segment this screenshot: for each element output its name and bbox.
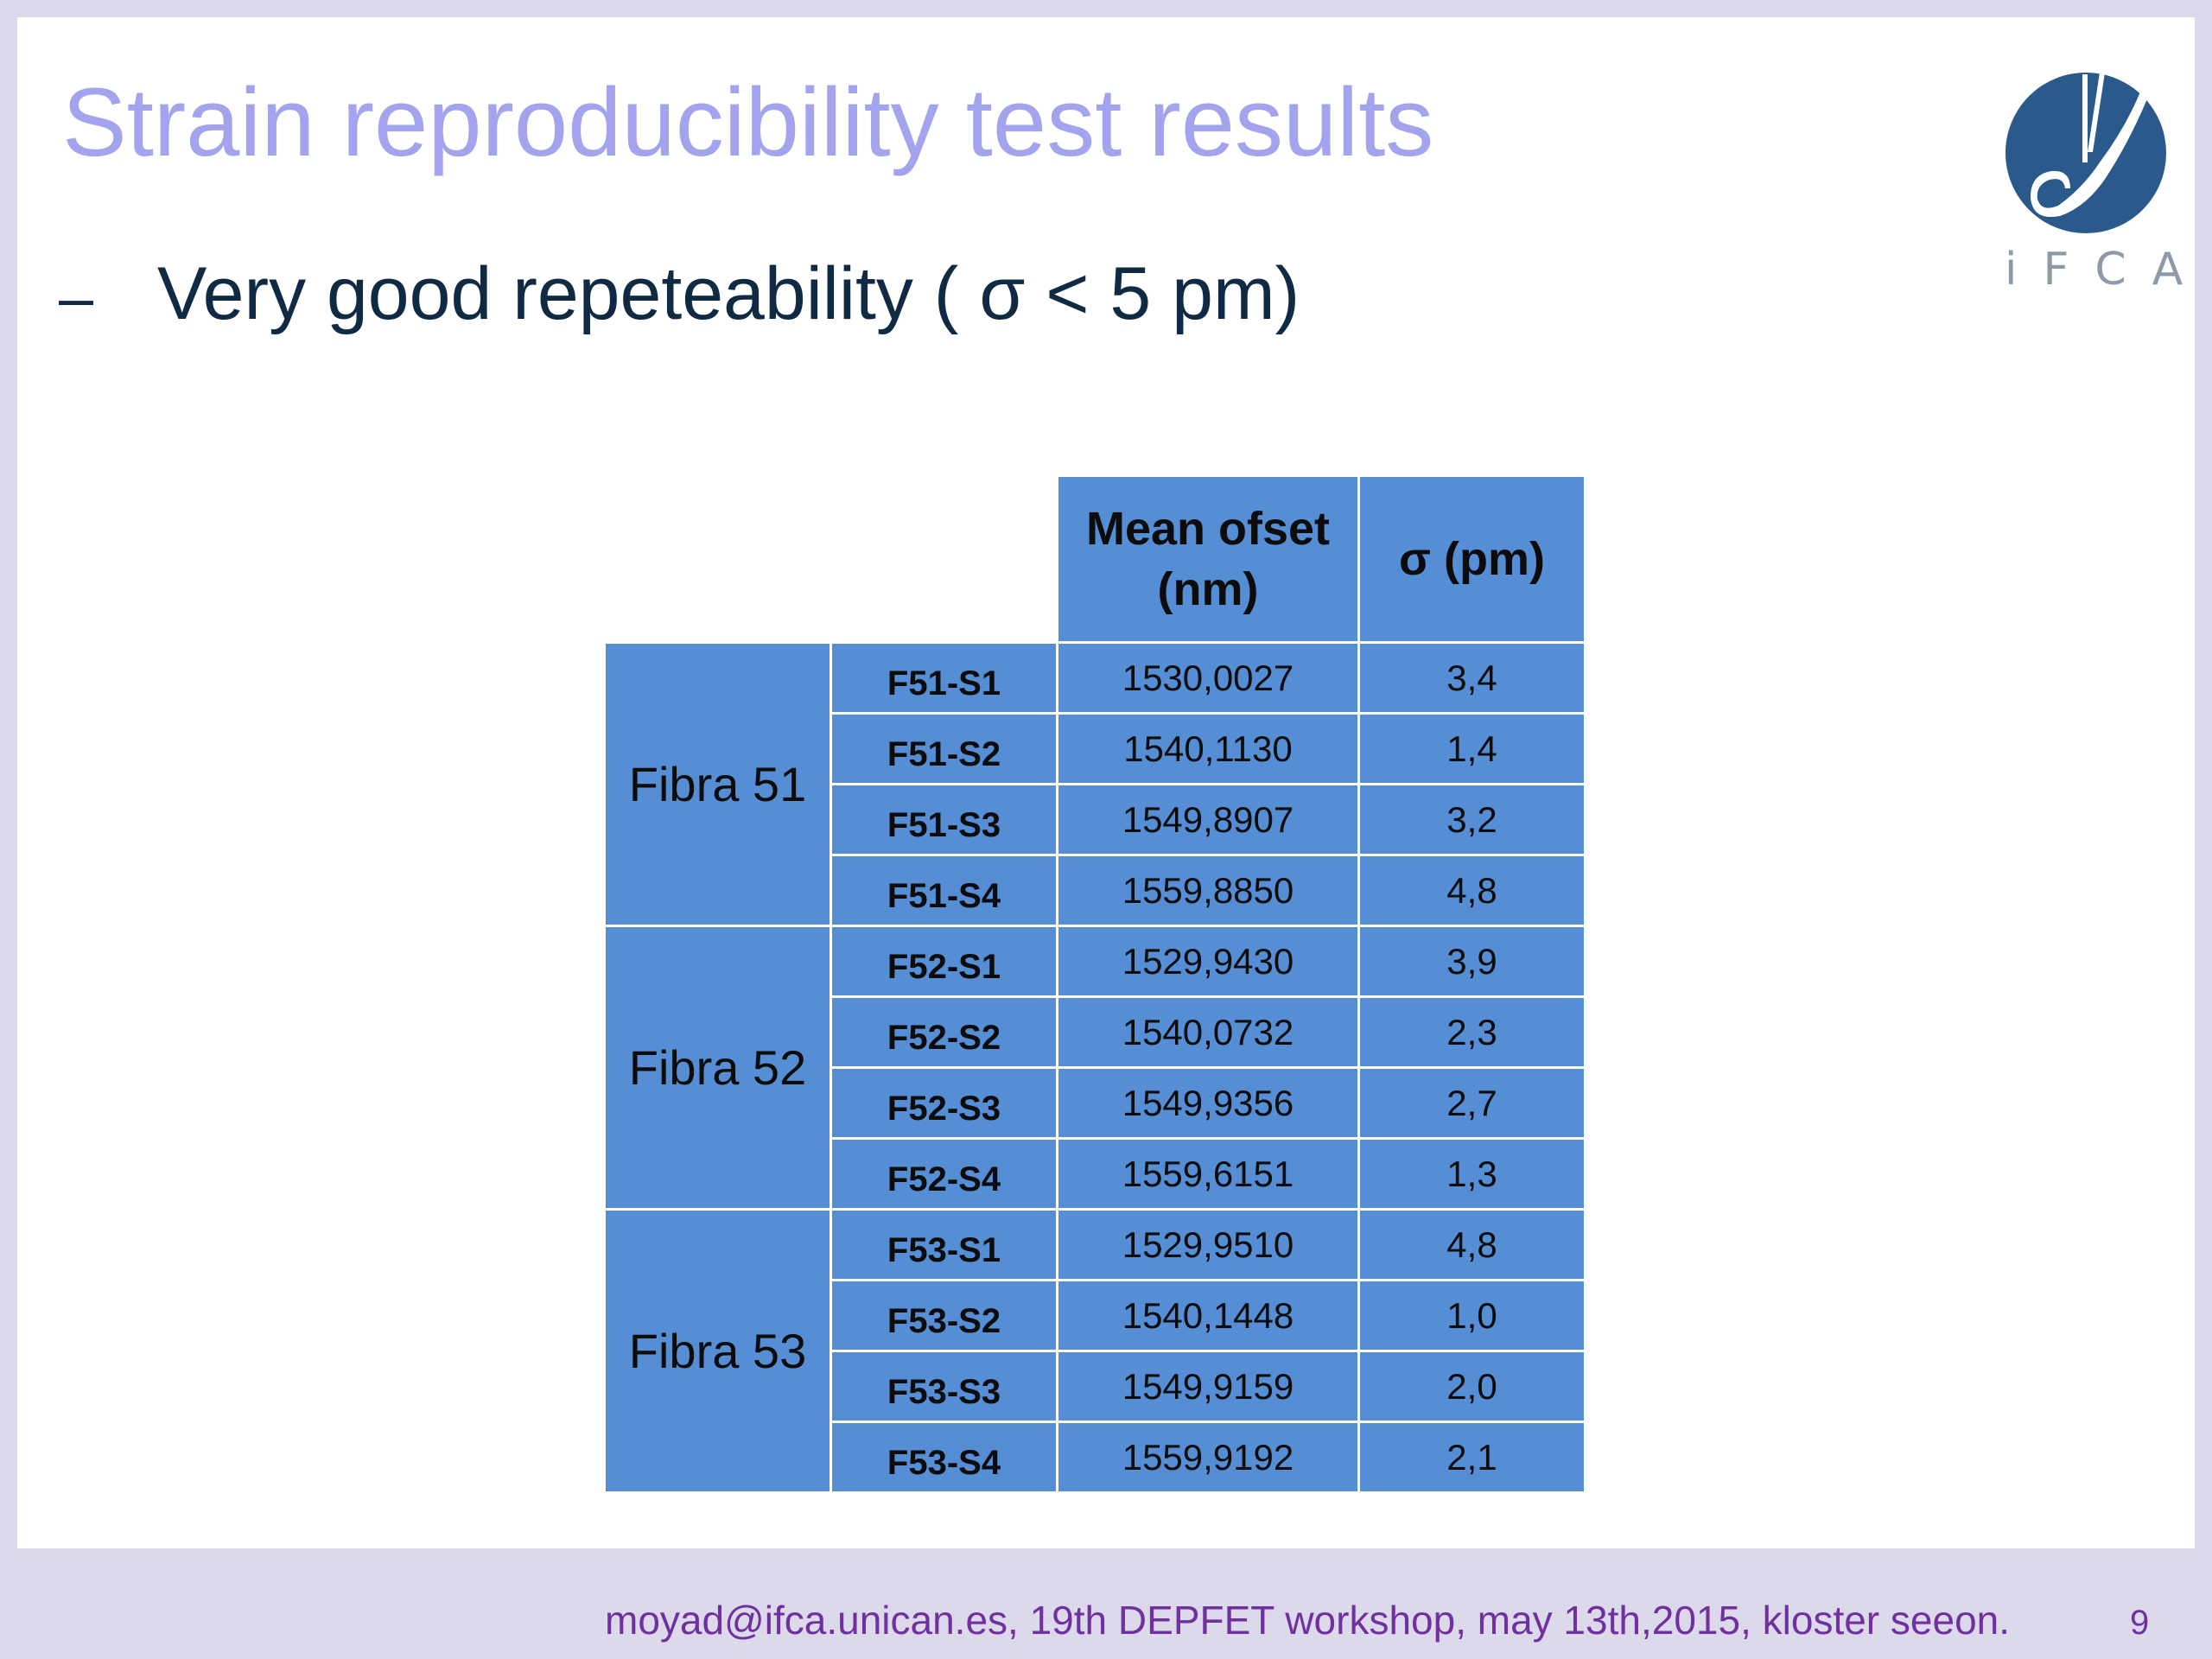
sigma-value: 2,3 xyxy=(1446,1011,1497,1052)
group-label: Fibra 52 xyxy=(628,1040,807,1095)
mean-offset-value: 1540,0732 xyxy=(1122,1011,1294,1052)
sensor-id-cell: F51-S4 xyxy=(832,856,1056,925)
sigma-value-cell: 4,8 xyxy=(1360,856,1584,925)
mean-offset-value: 1549,9159 xyxy=(1122,1365,1294,1407)
bullet-point: – Very good repeteability ( σ < 5 pm) xyxy=(59,244,1300,348)
mean-offset-value: 1559,9192 xyxy=(1122,1436,1294,1478)
mean-offset-value-cell: 1549,9356 xyxy=(1058,1069,1357,1137)
sensor-id: F52-S2 xyxy=(887,1019,1001,1057)
sigma-value: 3,4 xyxy=(1446,657,1497,698)
sensor-id-cell: F53-S1 xyxy=(832,1211,1056,1279)
bullet-dash: – xyxy=(59,264,94,333)
sensor-id-cell: F52-S1 xyxy=(832,927,1056,995)
header-mean-offset-text: Mean ofset (nm) xyxy=(1085,503,1331,615)
sigma-value-cell: 1,4 xyxy=(1360,715,1584,783)
results-table: Mean ofset (nm) σ (pm) Fibra 51 F51-S1 153… xyxy=(606,477,1584,1510)
sensor-id: F51-S1 xyxy=(887,664,1001,702)
sensor-id-cell: F52-S2 xyxy=(832,998,1056,1066)
group-label: Fibra 51 xyxy=(628,757,807,811)
page-number: 9 xyxy=(2130,1604,2150,1642)
sigma-value: 2,0 xyxy=(1446,1365,1497,1407)
mean-offset-value: 1559,6151 xyxy=(1122,1153,1294,1194)
sigma-value-cell: 3,4 xyxy=(1360,644,1584,712)
bullet-text: Very good repeteability ( σ < 5 pm) xyxy=(157,252,1300,335)
header-mean-offset: Mean ofset (nm) xyxy=(1058,477,1357,641)
sigma-value: 1,4 xyxy=(1446,728,1497,769)
sigma-value-cell: 4,8 xyxy=(1360,1211,1584,1279)
sigma-value-cell: 2,0 xyxy=(1360,1352,1584,1421)
mean-offset-value-cell: 1540,0732 xyxy=(1058,998,1357,1066)
mean-offset-value-cell: 1549,8907 xyxy=(1058,785,1357,854)
sensor-id: F52-S1 xyxy=(887,948,1001,986)
sigma-value-cell: 2,3 xyxy=(1360,998,1584,1066)
sensor-id-cell: F53-S3 xyxy=(832,1352,1056,1421)
sigma-value: 4,8 xyxy=(1446,1224,1497,1265)
sigma-value: 2,1 xyxy=(1446,1436,1497,1478)
sensor-id: F53-S1 xyxy=(887,1231,1001,1269)
header-sigma: σ (pm) xyxy=(1360,477,1584,641)
sigma-value: 3,2 xyxy=(1446,798,1497,840)
sigma-value-cell: 2,7 xyxy=(1360,1069,1584,1137)
sigma-value-cell: 2,1 xyxy=(1360,1423,1584,1491)
sigma-value: 1,0 xyxy=(1446,1294,1497,1336)
sensor-id-cell: F53-S4 xyxy=(832,1423,1056,1491)
header-sigma-text: σ (pm) xyxy=(1399,533,1545,585)
slide: Strain reproducibility test results – Ver… xyxy=(17,17,2195,1643)
mean-offset-value: 1529,9510 xyxy=(1122,1224,1294,1265)
mean-offset-value-cell: 1559,6151 xyxy=(1058,1140,1357,1208)
sigma-value-cell: 3,2 xyxy=(1360,785,1584,854)
group-label-cell: Fibra 52 xyxy=(606,927,830,1208)
sensor-id-cell: F52-S4 xyxy=(832,1140,1056,1208)
sigma-value: 3,9 xyxy=(1446,940,1497,982)
sensor-id: F52-S4 xyxy=(887,1160,1001,1198)
sensor-id-cell: F53-S2 xyxy=(832,1281,1056,1350)
mean-offset-value: 1549,8907 xyxy=(1122,798,1294,840)
sensor-id-cell: F52-S3 xyxy=(832,1069,1056,1137)
sigma-value: 1,3 xyxy=(1446,1153,1497,1194)
mean-offset-value-cell: 1540,1130 xyxy=(1058,715,1357,783)
mean-offset-value-cell: 1530,0027 xyxy=(1058,644,1357,712)
mean-offset-value: 1530,0027 xyxy=(1122,657,1294,698)
mean-offset-value: 1529,9430 xyxy=(1122,940,1294,982)
mean-offset-value-cell: 1540,1448 xyxy=(1058,1281,1357,1350)
mean-offset-value: 1559,8850 xyxy=(1122,869,1294,911)
sigma-value: 2,7 xyxy=(1446,1082,1497,1123)
sensor-id: F53-S2 xyxy=(887,1302,1001,1340)
slide-title: Strain reproducibility test results xyxy=(62,68,1434,176)
sensor-id-cell: F51-S1 xyxy=(832,644,1056,712)
sensor-id: F53-S3 xyxy=(887,1373,1001,1411)
mean-offset-value: 1549,9356 xyxy=(1122,1082,1294,1123)
footer-text: moyad@ifca.unican.es, 19th DEPFET worksh… xyxy=(605,1598,2011,1643)
mean-offset-value-cell: 1559,9192 xyxy=(1058,1423,1357,1491)
mean-offset-value: 1540,1448 xyxy=(1122,1294,1294,1336)
sigma-value-cell: 1,3 xyxy=(1360,1140,1584,1208)
group-label-cell: Fibra 51 xyxy=(606,644,830,925)
mean-offset-value-cell: 1549,9159 xyxy=(1058,1352,1357,1421)
sensor-id: F51-S2 xyxy=(887,735,1001,773)
ifca-logo-icon xyxy=(2005,73,2166,233)
mean-offset-value-cell: 1529,9510 xyxy=(1058,1211,1357,1279)
sensor-id: F52-S3 xyxy=(887,1090,1001,1128)
sigma-value-cell: 1,0 xyxy=(1360,1281,1584,1350)
sensor-id-cell: F51-S2 xyxy=(832,715,1056,783)
group-label-cell: Fibra 53 xyxy=(606,1211,830,1491)
sensor-id: F51-S3 xyxy=(887,806,1001,844)
mean-offset-value-cell: 1529,9430 xyxy=(1058,927,1357,995)
logo-text: iFCA xyxy=(2005,244,2209,296)
mean-offset-value-cell: 1559,8850 xyxy=(1058,856,1357,925)
sigma-value: 4,8 xyxy=(1446,869,1497,911)
sensor-id: F53-S4 xyxy=(887,1444,1001,1482)
sigma-value-cell: 3,9 xyxy=(1360,927,1584,995)
group-label: Fibra 53 xyxy=(628,1324,807,1378)
sensor-id-cell: F51-S3 xyxy=(832,785,1056,854)
mean-offset-value: 1540,1130 xyxy=(1123,728,1293,769)
sensor-id: F51-S4 xyxy=(887,877,1001,915)
